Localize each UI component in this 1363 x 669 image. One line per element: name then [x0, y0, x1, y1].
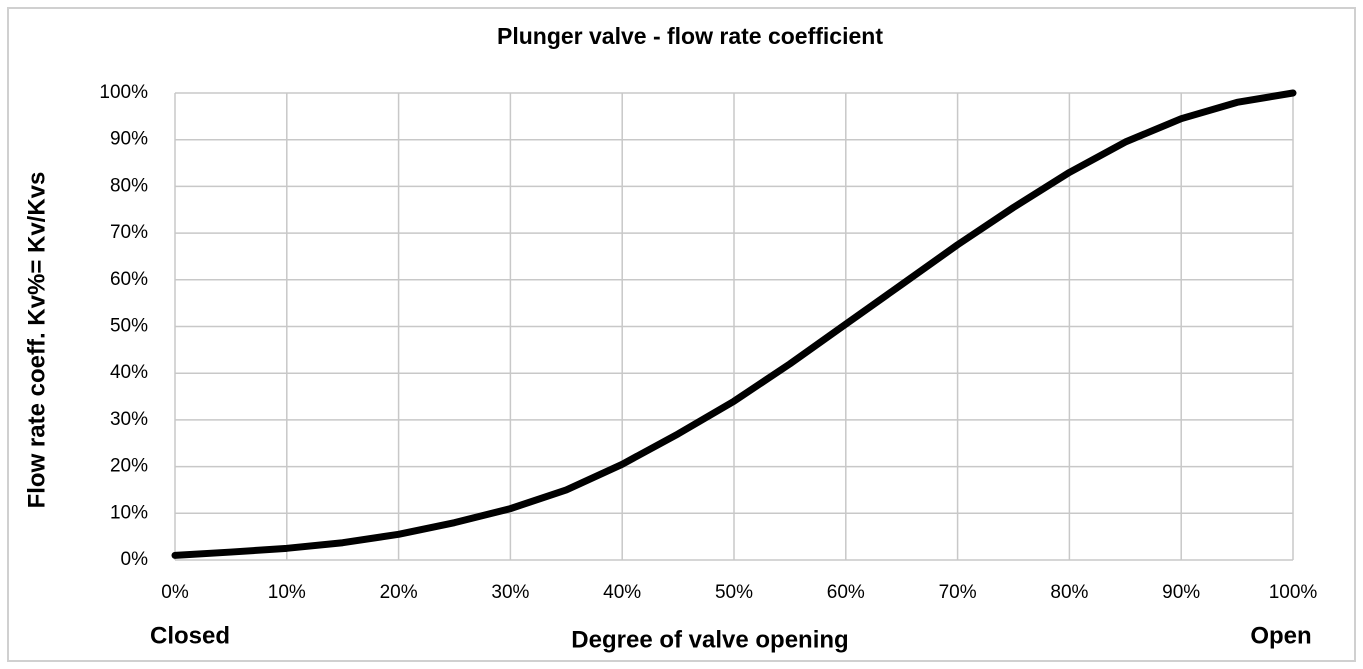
- y-tick-label: 0%: [121, 549, 149, 570]
- annotation: Closed: [150, 622, 230, 649]
- chart-border: [7, 7, 1356, 662]
- y-tick-label: 70%: [110, 222, 148, 243]
- y-tick-label: 50%: [110, 316, 148, 337]
- y-tick-label: 60%: [110, 269, 148, 290]
- x-tick-label: 60%: [827, 582, 865, 603]
- x-tick-label: 10%: [268, 582, 306, 603]
- y-axis-label: Flow rate coeff. Kv%= Kv/Kvs: [23, 172, 50, 509]
- y-tick-label: 80%: [110, 175, 148, 196]
- x-tick-label: 80%: [1050, 582, 1088, 603]
- x-tick-label: 0%: [161, 582, 189, 603]
- y-tick-label: 90%: [110, 129, 148, 150]
- x-tick-label: 50%: [715, 582, 753, 603]
- x-tick-label: 90%: [1162, 582, 1200, 603]
- y-tick-label: 20%: [110, 456, 148, 477]
- y-tick-label: 30%: [110, 409, 148, 430]
- chart-title: Plunger valve - flow rate coefficient: [497, 23, 883, 49]
- data-line: [171, 89, 1297, 559]
- y-tick-label: 100%: [99, 82, 148, 103]
- x-tick-label: 100%: [1269, 582, 1318, 603]
- annotation: Open: [1250, 622, 1311, 649]
- y-tick-label: 40%: [110, 362, 148, 383]
- x-tick-label: 30%: [491, 582, 529, 603]
- x-axis-label: Degree of valve opening: [571, 626, 848, 653]
- x-tick-label: 40%: [603, 582, 641, 603]
- x-tick-label: 20%: [380, 582, 418, 603]
- x-tick-label: 70%: [939, 582, 977, 603]
- y-tick-label: 10%: [110, 502, 148, 523]
